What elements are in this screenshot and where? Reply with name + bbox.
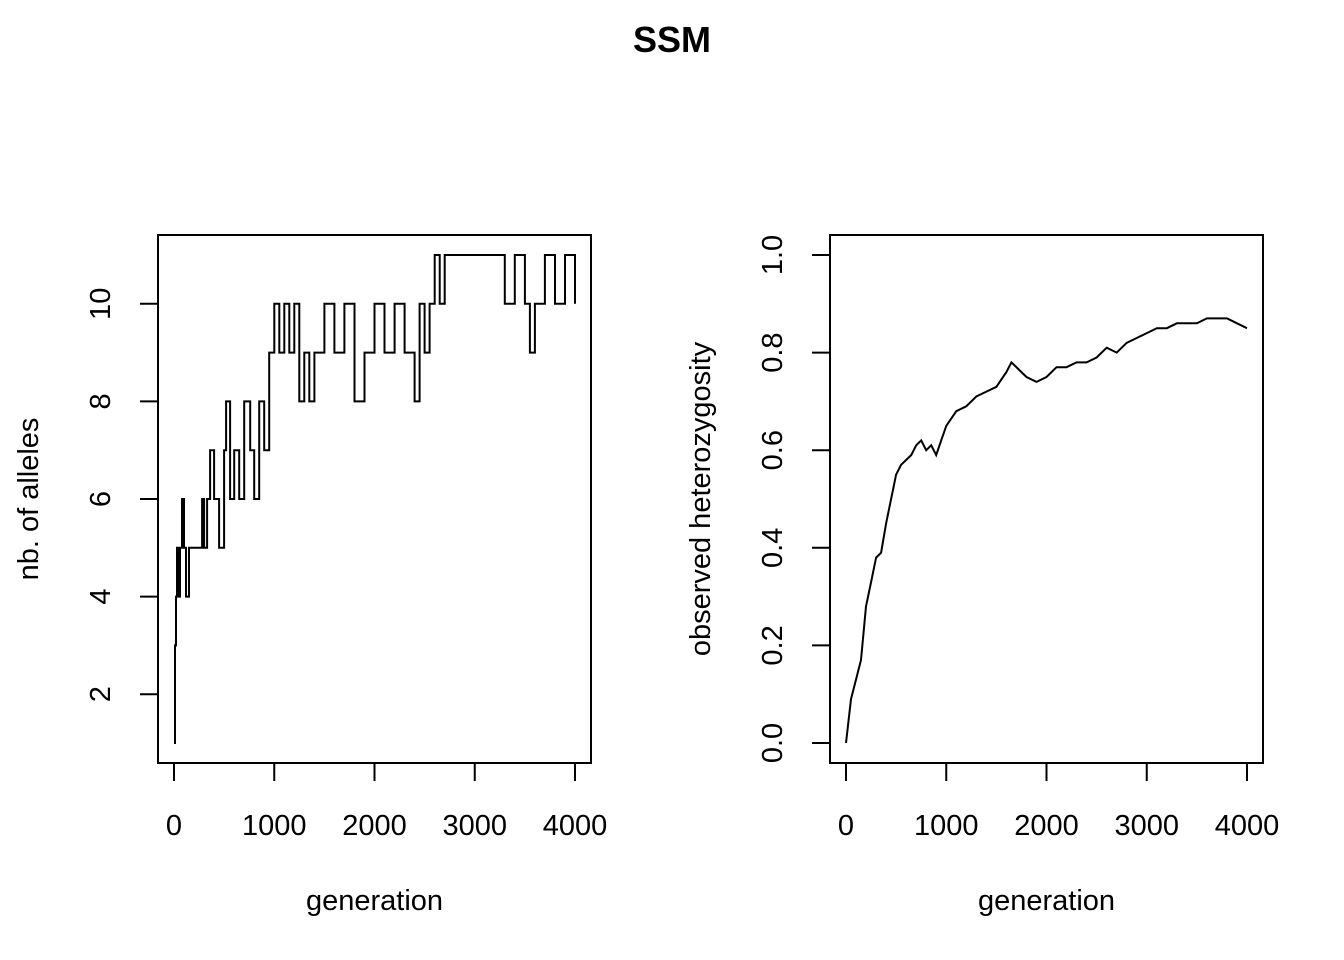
x-tick-label: 3000	[1114, 810, 1179, 842]
x-tick-label: 2000	[342, 810, 407, 842]
y-tick-label: 8	[85, 393, 117, 409]
series-line	[845, 317, 1248, 744]
y-tick-label: 0.8	[757, 332, 789, 372]
y-axis-label: nb. of alleles	[13, 418, 45, 581]
figure-title: SSM	[633, 19, 711, 60]
y-tick-label: 0.2	[757, 625, 789, 665]
panel-2: 0 1000 2000 3000 4000 0.0 0.2 0.4 0.6 0.8 1.0 gener…	[685, 234, 1280, 917]
x-tick-label: 4000	[543, 810, 608, 842]
y-tick-label: 10	[85, 288, 117, 320]
y-tick-label: 0.0	[757, 723, 789, 763]
x-tick-label: 1000	[914, 810, 979, 842]
y-tick-label: 0.6	[757, 430, 789, 470]
x-tick-label: 2000	[1014, 810, 1079, 842]
y-tick-label: 1.0	[757, 235, 789, 275]
y-tick-label: 0.4	[757, 528, 789, 568]
series-line	[174, 254, 576, 744]
panels: 0 1000 2000 3000 4000 2 4 6 8 10 generation nb. of …	[13, 234, 1280, 917]
x-tick-label: 0	[838, 810, 854, 842]
x-tick-label: 1000	[242, 810, 307, 842]
plot-frame	[829, 234, 1264, 764]
x-axis-label: generation	[978, 885, 1115, 917]
y-tick-label: 6	[85, 491, 117, 507]
x-tick-label: 3000	[442, 810, 507, 842]
x-axis-label: generation	[306, 885, 443, 917]
y-tick-label: 2	[85, 686, 117, 702]
y-tick-label: 4	[85, 589, 117, 605]
x-tick-label: 4000	[1215, 810, 1280, 842]
y-axis-label: observed heterozygosity	[685, 341, 717, 656]
panel-1: 0 1000 2000 3000 4000 2 4 6 8 10 generation nb. of …	[13, 234, 608, 917]
x-tick-label: 0	[166, 810, 182, 842]
